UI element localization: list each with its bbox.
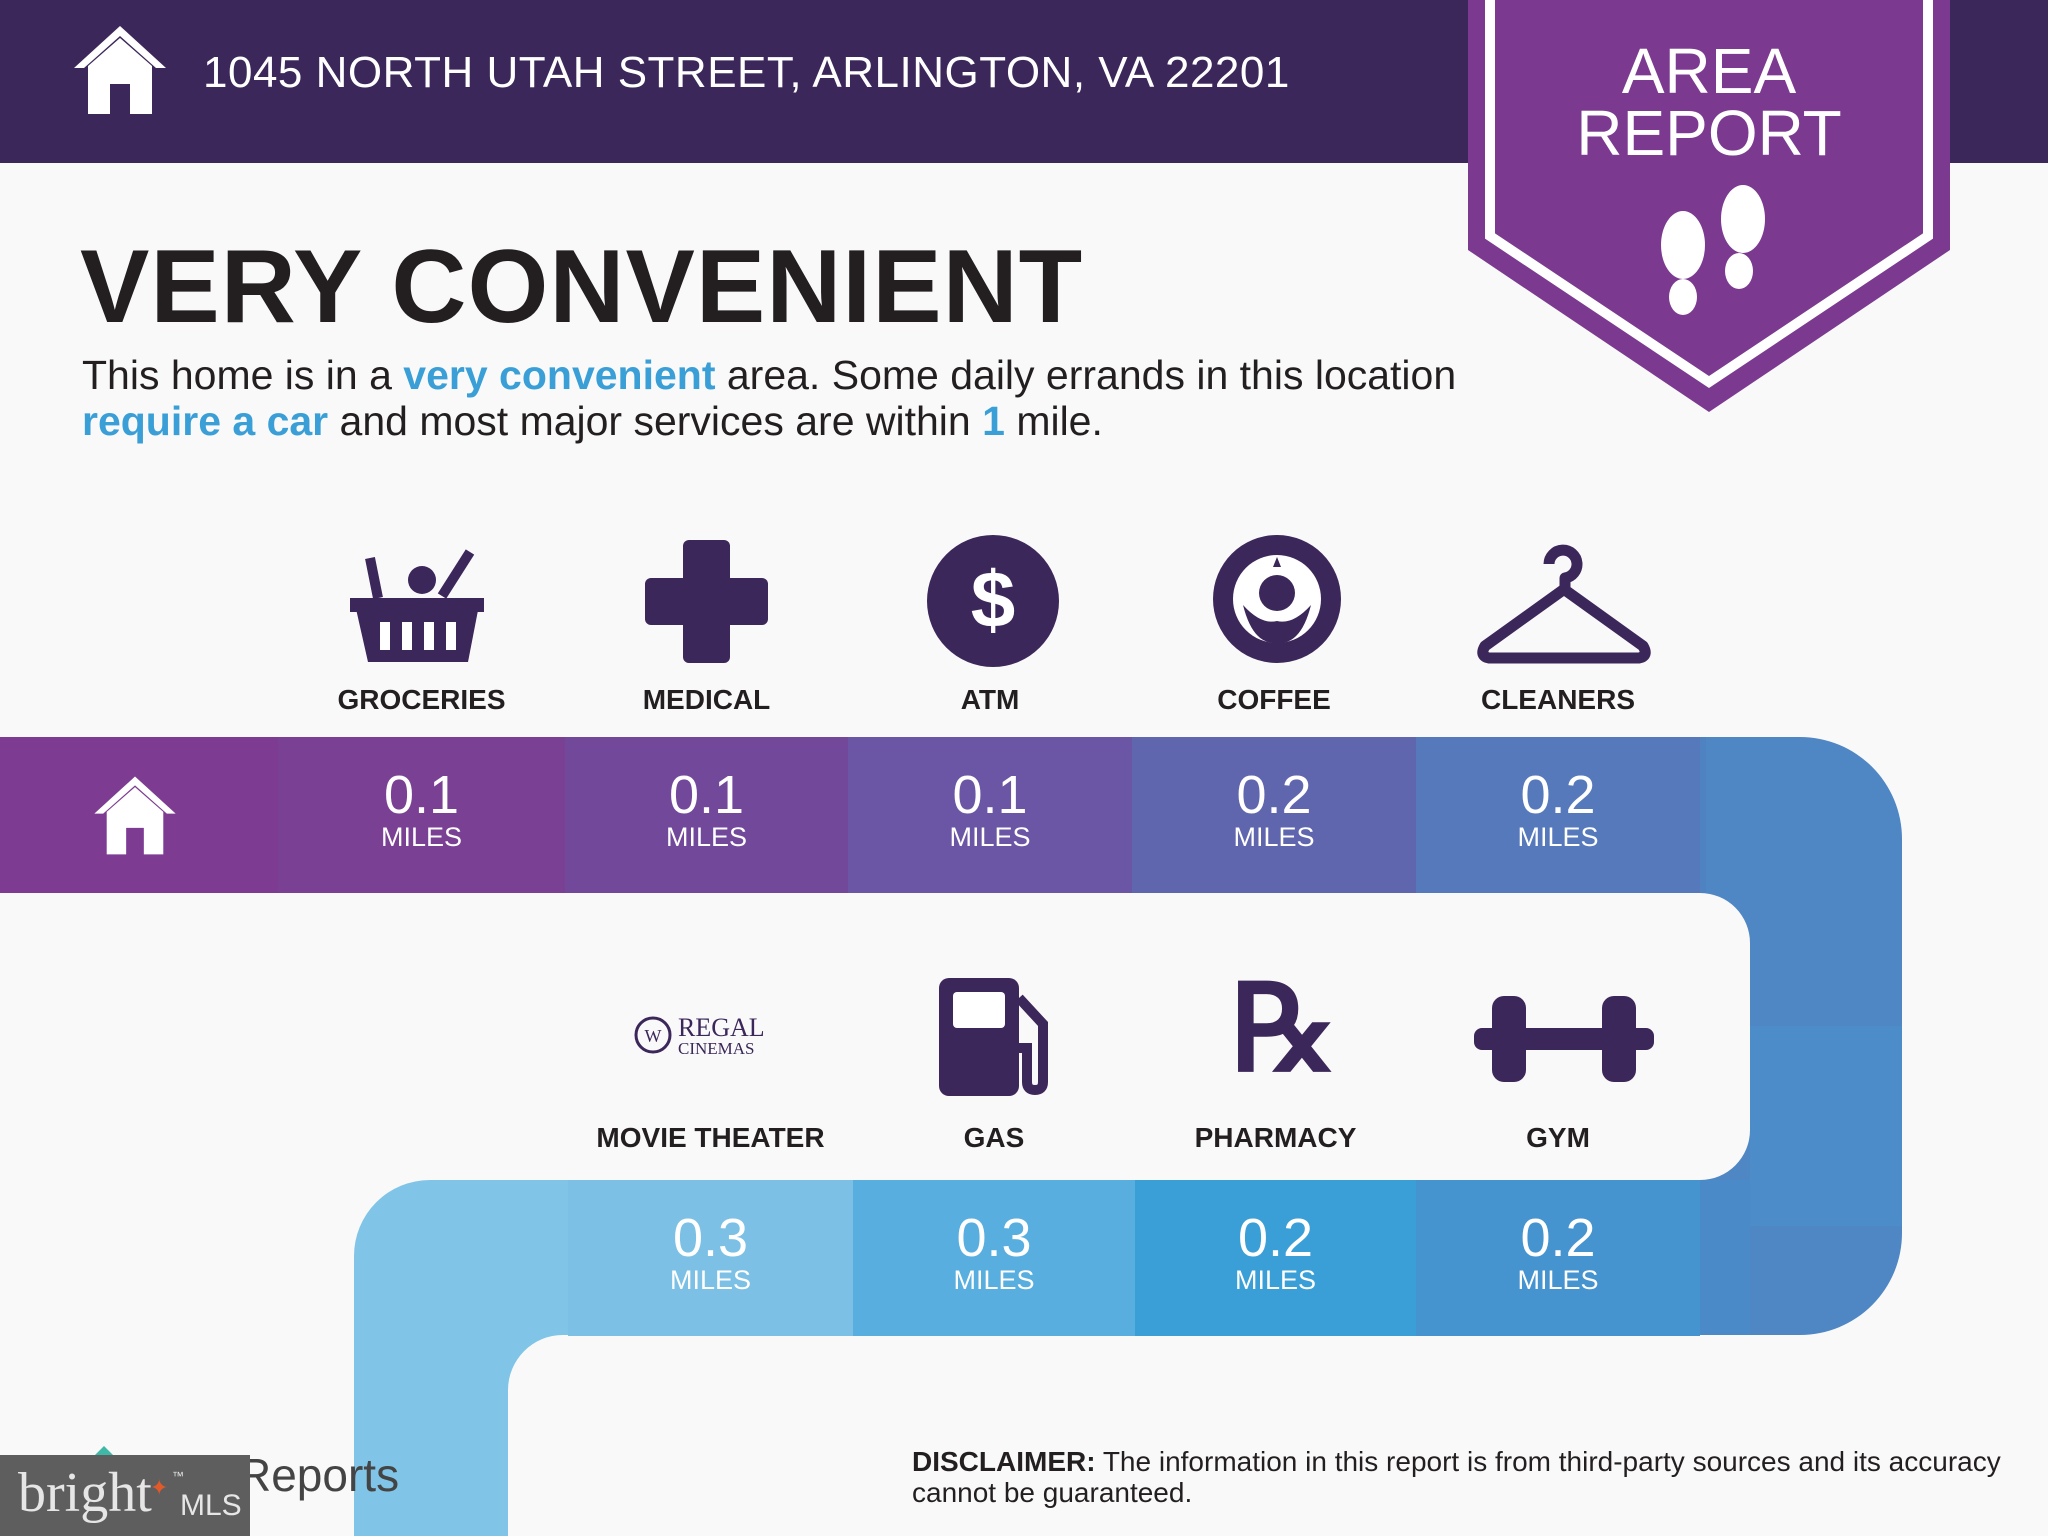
category-label: ATM xyxy=(960,684,1020,715)
grocery-basket-icon xyxy=(350,549,484,662)
distance-unit: MILES xyxy=(1517,1265,1599,1295)
home-row-icon xyxy=(94,776,176,855)
desc-highlight: require a car xyxy=(82,398,329,444)
badge-line1: AREA xyxy=(1621,35,1797,107)
svg-text:CINEMAS: CINEMAS xyxy=(678,1039,755,1058)
reports-text: Reports xyxy=(238,1449,400,1501)
badge-line2: REPORT xyxy=(1576,97,1842,169)
distance-cell: 0.1 MILES xyxy=(565,737,848,893)
watermark-brand: bright xyxy=(18,1462,152,1524)
svg-text:$: $ xyxy=(971,555,1016,644)
distance-unit: MILES xyxy=(380,822,463,852)
rx-icon: ℞ xyxy=(1230,963,1338,1096)
distance-unit: MILES xyxy=(1234,1265,1317,1295)
distance-value: 0.2 xyxy=(1236,765,1312,825)
hanger-icon xyxy=(1477,544,1651,664)
svg-text:REGAL: REGAL xyxy=(678,1013,765,1042)
desc-text: and most major services are within xyxy=(328,398,983,444)
distance-unit: MILES xyxy=(1517,822,1599,852)
gas-pump-icon xyxy=(939,978,1048,1096)
house-icon xyxy=(74,26,166,114)
disclaimer: DISCLAIMER: The information in this repo… xyxy=(912,1446,2012,1508)
distance-cell: 0.3 MILES xyxy=(568,1180,853,1336)
category-label: GROCERIES xyxy=(337,684,506,715)
distance-value: 0.1 xyxy=(383,765,460,825)
category-label: COFFEE xyxy=(1217,684,1331,715)
starbucks-logo-icon xyxy=(1213,535,1341,663)
bright-mls-watermark: bright ✦ ™ MLS xyxy=(0,1455,250,1536)
category-label: GAS xyxy=(963,1122,1025,1153)
distance-value: 0.2 xyxy=(1520,1208,1596,1268)
watermark-tm: ™ xyxy=(172,1469,184,1483)
category-label: GYM xyxy=(1526,1122,1590,1153)
area-report-badge xyxy=(1468,0,1950,412)
watermark-suffix: MLS xyxy=(180,1489,242,1522)
distance-cell: 0.2 MILES xyxy=(1416,1180,1700,1336)
category-label: MOVIE THEATER xyxy=(596,1122,825,1153)
distance-value: 0.2 xyxy=(1237,1208,1314,1268)
distance-unit: MILES xyxy=(953,1265,1035,1295)
distance-unit: MILES xyxy=(665,822,748,852)
distance-value: 0.2 xyxy=(1520,765,1596,825)
distance-unit: MILES xyxy=(1233,822,1315,852)
desc-highlight: 1 xyxy=(982,398,1005,444)
medical-cross-icon xyxy=(645,540,768,663)
distance-unit: MILES xyxy=(669,1265,752,1295)
page-title: VERY CONVENIENT xyxy=(80,229,1084,345)
disclaimer-label: DISCLAIMER: xyxy=(912,1446,1096,1477)
description: This home is in a very convenient area. … xyxy=(82,352,1482,444)
distance-value: 0.3 xyxy=(672,1208,749,1268)
distance-cell: 0.3 MILES xyxy=(853,1180,1135,1336)
desc-text: area. Some daily errands in this locatio… xyxy=(715,352,1457,398)
distance-cell: 0.1 MILES xyxy=(848,737,1132,893)
dollar-icon: $ xyxy=(927,535,1059,667)
distance-value: 0.1 xyxy=(668,765,745,825)
distance-value: 0.1 xyxy=(952,765,1028,825)
address: 1045 NORTH UTAH STREET, ARLINGTON, VA 22… xyxy=(203,48,1290,97)
disclaimer-text: The information in this report is from t… xyxy=(912,1446,2001,1508)
svg-text:W: W xyxy=(645,1026,662,1046)
desc-highlight: very convenient xyxy=(403,352,716,398)
desc-text: mile. xyxy=(1004,398,1103,444)
star-icon: ✦ xyxy=(150,1475,169,1500)
category-label: PHARMACY xyxy=(1194,1122,1357,1153)
dumbbell-icon xyxy=(1474,996,1654,1082)
category-label: CLEANERS xyxy=(1480,684,1635,715)
distance-cell: 0.2 MILES xyxy=(1132,737,1416,893)
category-label: MEDICAL xyxy=(642,684,771,715)
distance-unit: MILES xyxy=(949,822,1031,852)
desc-text: This home is in a xyxy=(82,352,404,398)
distance-cell: 0.2 MILES xyxy=(1416,737,1700,893)
footprints-icon xyxy=(1661,185,1765,315)
distance-cell: 0.1 MILES xyxy=(278,737,565,893)
distance-cell: 0.2 MILES xyxy=(1135,1180,1416,1336)
distance-value: 0.3 xyxy=(956,1208,1032,1268)
